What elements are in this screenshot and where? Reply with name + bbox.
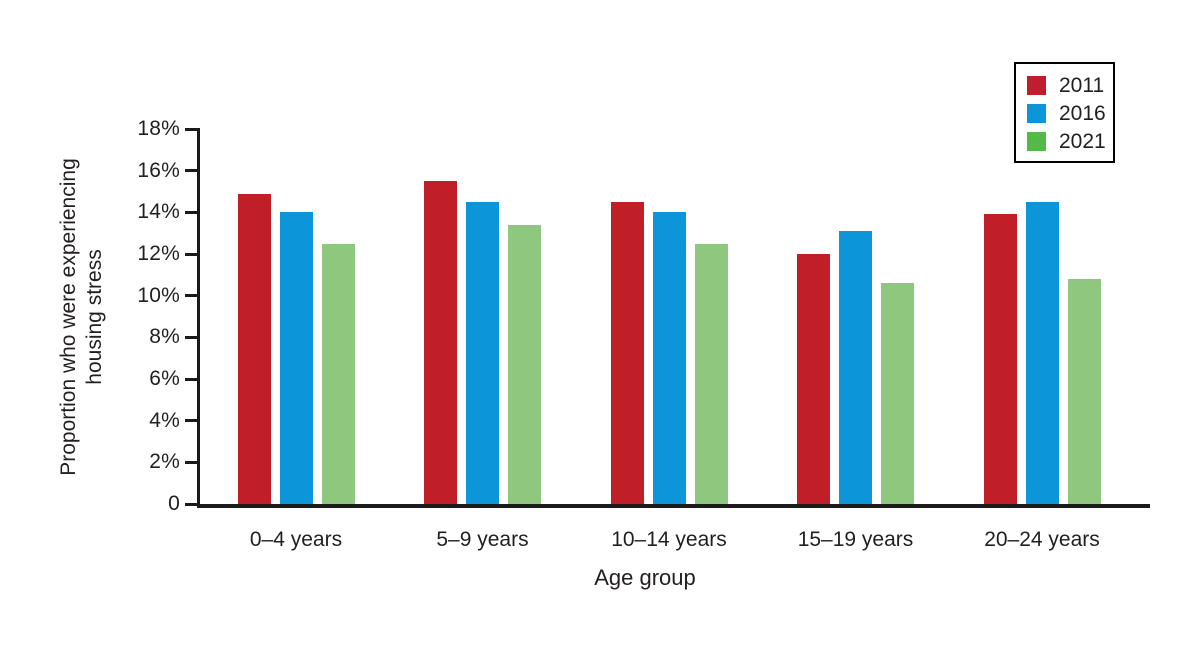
y-tick-label: 0 [168, 492, 180, 515]
y-tick-label: 16% [137, 158, 180, 182]
y-tick-mark [185, 252, 197, 256]
x-tick-label: 10–14 years [611, 528, 727, 551]
bar-2016-0-4- [279, 212, 313, 504]
bar-2016-20-24- [1025, 202, 1059, 504]
x-tick-label: 0–4 years [249, 528, 343, 551]
legend: 2011 2016 2021 [1014, 62, 1115, 163]
bar-2011-15-19- [797, 254, 830, 504]
x-tick-label: 15–19 years [797, 528, 914, 551]
y-tick-label: 12% [137, 242, 180, 265]
legend-label: 2011 [1059, 74, 1105, 97]
y-tick-label: 2% [149, 450, 180, 474]
y-tick-label: 8% [149, 325, 180, 349]
legend-label: 2021 [1059, 130, 1106, 153]
legend-swatch-2011 [1027, 76, 1046, 95]
y-tick-mark [185, 460, 197, 464]
x-tick-label: 20–24 years [984, 528, 1100, 551]
y-tick-mark [185, 210, 197, 214]
bar-2021-15-19- [881, 283, 914, 504]
bar-2021-5-9- [508, 225, 541, 504]
y-tick-label: 6% [149, 367, 180, 390]
y-axis-title-line-2: housing stress [83, 249, 106, 385]
y-tick-label: 4% [149, 408, 180, 432]
y-tick-mark [185, 502, 197, 506]
y-axis-line [197, 128, 200, 507]
bar-2021-10-14- [694, 244, 728, 504]
legend-swatch-2016 [1027, 104, 1046, 123]
x-tick-label: 5–9 years [436, 528, 529, 551]
bar-2011-0-4- [237, 194, 271, 504]
y-tick-label: 18% [137, 117, 180, 140]
y-tick-mark [185, 294, 197, 298]
bar-2021-20-24- [1067, 279, 1101, 504]
bar-2011-20-24- [983, 214, 1017, 504]
bar-2021-0-4- [321, 244, 355, 504]
bar-2011-10-14- [610, 202, 644, 504]
y-tick-label: 14% [137, 200, 180, 224]
bar-2016-5-9- [466, 202, 499, 504]
legend-label: 2016 [1059, 102, 1106, 125]
legend-item-2016: 2016 [1027, 102, 1106, 125]
x-axis-title: Age group [594, 565, 696, 590]
bar-2011-5-9- [424, 181, 457, 504]
y-tick-mark [185, 335, 197, 339]
y-tick-mark [185, 377, 197, 381]
legend-swatch-2021 [1027, 132, 1046, 151]
x-axis-line [197, 504, 1150, 508]
bar-2016-10-14- [652, 212, 686, 504]
y-tick-mark [185, 127, 197, 131]
y-tick-mark [185, 169, 197, 173]
y-axis-title-line-1: Proportion who were experiencing [57, 158, 80, 476]
bar-2016-15-19- [839, 231, 872, 504]
y-tick-label: 10% [137, 283, 180, 307]
legend-item-2021: 2021 [1027, 130, 1106, 153]
legend-item-2011: 2011 [1027, 75, 1105, 96]
y-tick-mark [185, 419, 197, 423]
